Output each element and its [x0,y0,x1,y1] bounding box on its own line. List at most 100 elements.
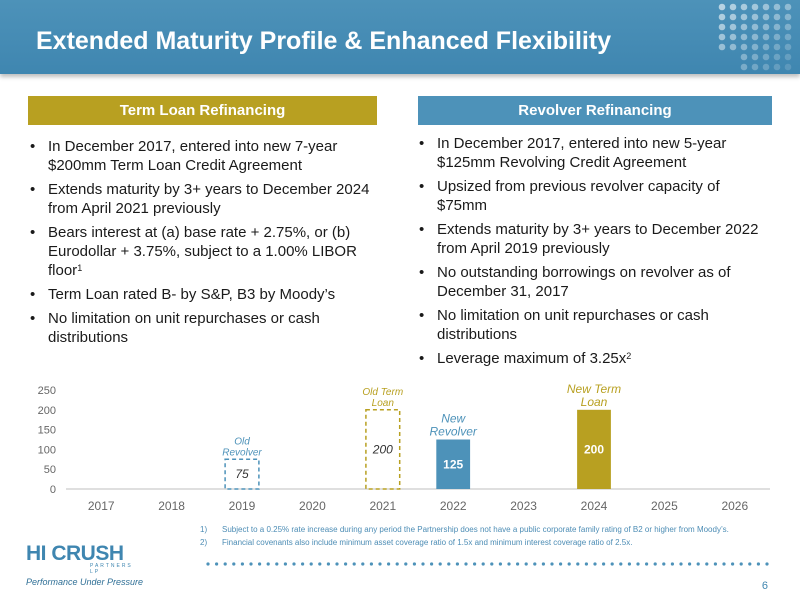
divider-dot [361,562,365,566]
divider-dot [438,562,442,566]
divider-dot [481,562,485,566]
divider-dot [705,562,709,566]
divider-dot [662,562,666,566]
divider-dot [275,562,279,566]
y-tick-label: 200 [38,405,56,417]
x-tick-label: 2025 [651,499,678,513]
maturity-chart: 0 50 100 150 200 250 2017 2018 2019 2020 2021 2022 2… [38,382,770,513]
page-title: Extended Maturity Profile & Enhanced Fle… [36,27,612,55]
decoration-dot [762,13,770,21]
divider-dot [215,562,219,566]
divider-dot [593,562,597,566]
company-logo: HI CRUSH PARTNERS LP Performance Under P… [26,542,146,587]
divider-dot [722,562,726,566]
divider-dot [679,562,683,566]
y-tick-label: 50 [44,464,56,476]
x-tick-label: 2026 [721,499,748,513]
decoration-dot [729,3,737,11]
bullet-icon: • [419,307,425,324]
decoration-dot [773,3,781,11]
decoration-dot [784,63,792,71]
decoration-dot [729,43,737,51]
logo-subtitle: PARTNERS LP [90,563,133,575]
bullet-item: • Leverage maximum of 3.25x2 [419,350,632,367]
bullet-item: • Term Loan rated B- by S&P, B3 by Moody’… [30,286,336,303]
x-tick-label: 2020 [299,499,326,513]
bar [224,458,260,490]
bar-annotation: Old Term [362,387,403,398]
divider-dot [301,562,305,566]
divider-dot [430,562,434,566]
divider-dot [378,562,382,566]
bullet-item: • Bears interest at (a) base rate + 2.75%… [30,224,357,279]
page-number: 6 [761,580,768,592]
x-tick-label: 2018 [158,499,185,513]
divider-dot [369,562,373,566]
divider-dot [447,562,451,566]
decoration-dot [718,43,726,51]
y-tick-label: 0 [50,484,56,496]
divider-dot [670,562,674,566]
bullet-icon: • [30,286,36,303]
x-tick-label: 2024 [581,499,608,513]
divider-dot [602,562,606,566]
bullet-icon: • [419,178,425,195]
decoration-dot [740,23,748,31]
divider-dot [636,562,640,566]
bar-annotation: Old [234,436,250,447]
divider-dot [464,562,468,566]
divider-dot [524,562,528,566]
decoration-dot [784,13,792,21]
decoration-dot [784,33,792,41]
x-tick-label: 2017 [88,499,115,513]
footnote: 1) Subject to a 0.25% rate increase durin… [200,525,729,534]
decoration-dot [784,23,792,31]
divider-dot [473,562,477,566]
divider-dot [533,562,537,566]
decoration-dot [773,53,781,61]
divider-dot [756,562,761,566]
bullet-item: • Extends maturity by 3+ years to Decembe… [419,221,759,257]
bar-annotation: Revolver [222,447,262,458]
x-tick-label: 2019 [229,499,256,513]
bar [577,409,611,489]
term-loan-bullets: • In December 2017, entered into new 7-ye… [30,137,375,352]
divider-dot [206,562,210,566]
divider-dot [240,562,244,566]
decoration-dot [773,23,781,31]
dot-pattern-decoration [718,3,792,71]
divider-dot [258,562,262,566]
title-bar: Extended Maturity Profile & Enhanced Fle… [0,0,800,74]
divider-dot [765,562,769,566]
bullet-icon: • [30,224,36,241]
divider-dot [309,562,313,566]
bar-value-label: 125 [443,457,463,471]
divider-dot [344,562,348,566]
decoration-dot [762,53,770,61]
divider-dot [387,562,391,566]
bullet-item: • Extends maturity by 3+ years to Decembe… [30,181,370,217]
decoration-dot [740,63,748,71]
decoration-dot [784,43,792,51]
divider-dot [266,562,270,566]
divider-dot [395,562,399,566]
divider-dot [412,562,416,566]
bullet-icon: • [419,135,425,152]
divider-dot [498,562,502,566]
x-tick-label: 2023 [510,499,537,513]
divider-dot [352,562,356,566]
divider-dot [541,562,545,566]
divider-dot [627,562,631,566]
decoration-dot [718,13,726,21]
decoration-dot [740,13,748,21]
divider-dot [696,562,700,566]
decoration-dot [751,63,759,71]
divider-dot [335,562,339,566]
bar-value-label: 75 [235,467,249,481]
bullet-icon: • [419,264,425,281]
bar [365,409,401,490]
divider-dot [645,562,649,566]
bullet-icon: • [30,310,36,327]
divider-dot [292,562,296,566]
divider-dot [619,562,623,566]
